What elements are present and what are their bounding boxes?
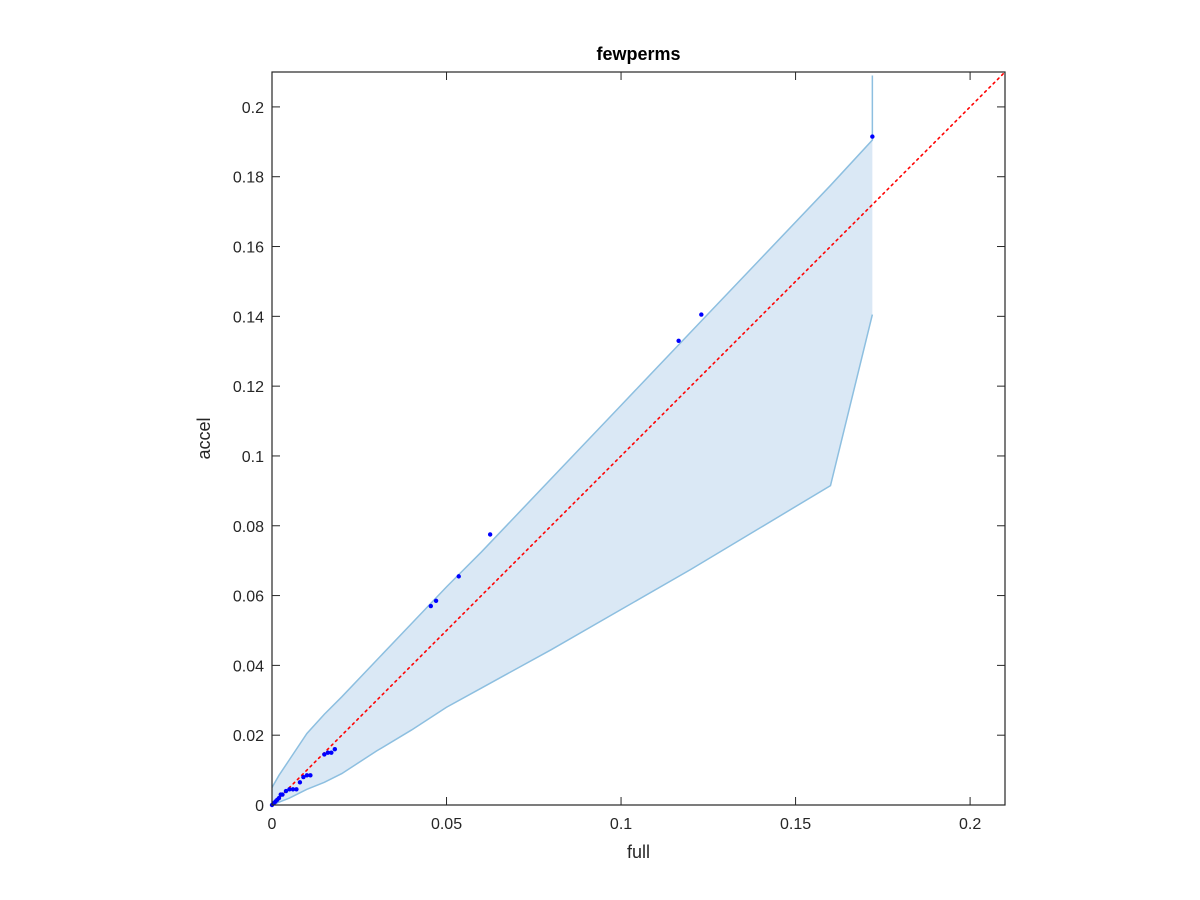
data-point: [290, 787, 296, 792]
y-tick-label: 0.14: [233, 309, 264, 326]
data-point: [332, 746, 338, 752]
plot-frame: [271, 71, 1006, 806]
x-tick-label: 0: [268, 816, 277, 833]
data-point: [433, 598, 439, 604]
confidence-band: [271, 75, 874, 806]
band-upper-edge: [271, 75, 874, 788]
data-point: [699, 312, 704, 317]
x-tick-label: 0.1: [610, 816, 632, 833]
data-point: [276, 795, 282, 801]
y-tick-label: 0.02: [233, 728, 264, 745]
data-point: [329, 750, 334, 755]
data-point: [297, 780, 303, 785]
x-tick-label: 0.2: [959, 816, 981, 833]
band-fill: [272, 75, 873, 805]
data-point: [308, 773, 313, 778]
x-axis-label: full: [627, 842, 650, 862]
y-tick-label: 0.18: [233, 170, 264, 187]
data-points: [269, 134, 875, 808]
data-point: [428, 603, 434, 609]
data-point: [280, 792, 285, 797]
reference-line: [271, 71, 1006, 806]
band-lower-edge: [271, 314, 874, 806]
data-point: [322, 752, 327, 757]
data-point: [294, 787, 299, 792]
y-tick-label: 0.2: [242, 100, 264, 117]
y-tick-label: 0.1: [242, 449, 264, 466]
axis-ticks: 0 0.05 0.1 0.15 0.2 0 0.02 0.04 0.06 0.08 0.1 0.12 0…: [233, 72, 1005, 833]
data-point: [487, 532, 493, 537]
x-tick-label: 0.15: [780, 816, 811, 833]
data-point: [304, 773, 310, 778]
chart-title: fewperms: [596, 44, 680, 64]
y-tick-label: 0.08: [233, 519, 264, 536]
data-point: [676, 338, 681, 343]
data-point: [870, 134, 875, 139]
y-tick-label: 0: [255, 798, 264, 815]
y-tick-label: 0.12: [233, 379, 264, 396]
data-point: [287, 787, 292, 792]
data-point: [283, 788, 289, 794]
x-tick-label: 0.05: [431, 816, 462, 833]
data-point: [301, 774, 306, 780]
y-tick-label: 0.16: [233, 240, 264, 257]
data-point: [456, 574, 461, 579]
y-tick-label: 0.06: [233, 589, 264, 606]
y-axis-label: accel: [194, 417, 214, 459]
identity-line: [271, 71, 1006, 806]
y-tick-label: 0.04: [233, 658, 264, 675]
data-point: [325, 750, 331, 755]
